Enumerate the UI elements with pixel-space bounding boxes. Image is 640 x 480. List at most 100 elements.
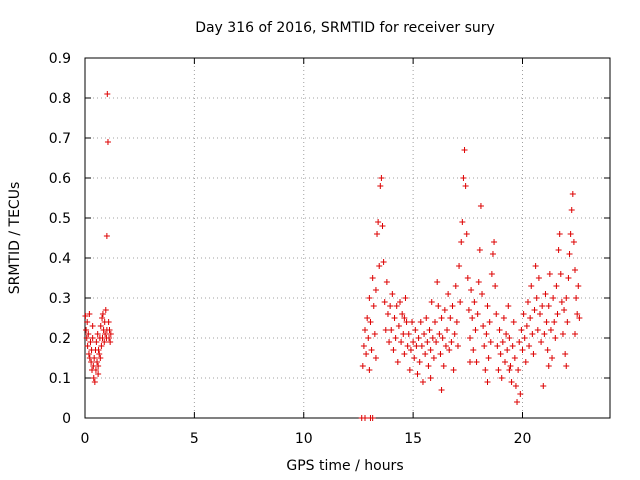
data-point [467, 335, 473, 341]
data-point [498, 375, 505, 381]
data-point [437, 351, 444, 357]
y-tick-label: 0.2 [49, 331, 71, 347]
data-point [359, 363, 366, 369]
data-point [493, 311, 500, 317]
data-point [448, 339, 455, 345]
data-point [487, 339, 494, 345]
data-point [92, 367, 99, 373]
data-point [435, 303, 442, 309]
x-tick-label: 10 [295, 431, 313, 447]
data-point [471, 299, 478, 305]
data-point [576, 315, 583, 321]
data-point [454, 343, 461, 349]
data-point [99, 311, 106, 317]
data-point [102, 307, 109, 313]
data-point [442, 343, 449, 349]
data-point [95, 347, 102, 353]
y-tick-label: 0.8 [49, 91, 71, 107]
data-point [434, 279, 441, 285]
data-point [378, 175, 385, 181]
data-point [106, 327, 113, 333]
data-point [563, 295, 570, 301]
data-point [504, 347, 511, 353]
data-point [418, 343, 425, 349]
data-point [412, 327, 419, 333]
data-point [376, 263, 383, 269]
data-point [467, 359, 473, 365]
y-axis-label: SRMTID / TECUs [7, 182, 23, 295]
data-point [85, 331, 92, 337]
data-point [509, 343, 516, 349]
data-point [488, 271, 495, 277]
data-point [426, 327, 433, 333]
data-point [463, 231, 470, 237]
data-point [557, 271, 564, 277]
data-point [551, 319, 558, 325]
data-point [87, 339, 94, 345]
data-point [524, 299, 531, 305]
data-point [521, 335, 528, 341]
data-point [387, 303, 394, 309]
data-point [425, 363, 432, 369]
data-point [393, 303, 400, 309]
data-point [462, 183, 469, 189]
data-point [104, 91, 111, 97]
data-point [533, 295, 540, 301]
data-point [433, 339, 440, 345]
y-tick-label: 0.5 [49, 211, 71, 227]
data-point [415, 335, 422, 341]
data-point [421, 331, 428, 337]
data-point [102, 331, 109, 337]
data-point [429, 335, 436, 341]
data-point [575, 283, 582, 289]
data-point [91, 379, 98, 385]
data-point [464, 275, 471, 281]
data-point [473, 359, 480, 365]
data-point [94, 359, 101, 365]
data-point [372, 287, 379, 293]
data-point [381, 299, 388, 305]
data-point [98, 343, 105, 349]
data-point [436, 331, 443, 337]
data-point [83, 327, 90, 333]
data-point [374, 231, 381, 237]
data-point [445, 291, 452, 297]
data-point [401, 315, 408, 321]
data-point [534, 327, 541, 333]
data-point [547, 327, 554, 333]
data-point [545, 363, 552, 369]
data-point [514, 399, 521, 405]
data-point [566, 251, 573, 257]
y-tick-label: 0.7 [49, 131, 71, 147]
y-tick-label: 0 [62, 411, 71, 427]
data-point [95, 363, 102, 369]
data-point [364, 315, 371, 321]
data-point [484, 379, 491, 385]
data-point [458, 239, 465, 245]
x-tick-label: 5 [190, 431, 199, 447]
data-point [91, 355, 98, 361]
data-point [468, 287, 475, 293]
data-point [83, 335, 90, 341]
data-point [406, 367, 413, 373]
data-point [450, 367, 457, 373]
data-point [452, 283, 459, 289]
data-point [574, 311, 581, 317]
data-point [414, 371, 421, 377]
data-point [459, 219, 466, 225]
data-point [86, 311, 93, 317]
data-point [526, 343, 533, 349]
data-point [531, 307, 538, 313]
data-point [386, 339, 393, 345]
data-point [572, 267, 578, 273]
data-point [401, 351, 408, 357]
x-axis-label: GPS time / hours [286, 458, 403, 474]
data-point [512, 383, 519, 389]
data-point [366, 295, 373, 301]
data-point [394, 359, 401, 365]
data-point [523, 323, 530, 329]
data-point [492, 283, 499, 289]
data-point [365, 335, 372, 341]
data-point [403, 319, 410, 325]
